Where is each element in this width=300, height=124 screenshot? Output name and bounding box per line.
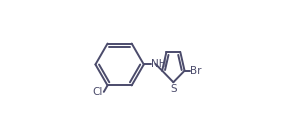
Text: Br: Br [190, 66, 202, 76]
Text: S: S [170, 84, 177, 94]
Text: NH: NH [151, 59, 167, 69]
Text: Cl: Cl [92, 88, 103, 97]
